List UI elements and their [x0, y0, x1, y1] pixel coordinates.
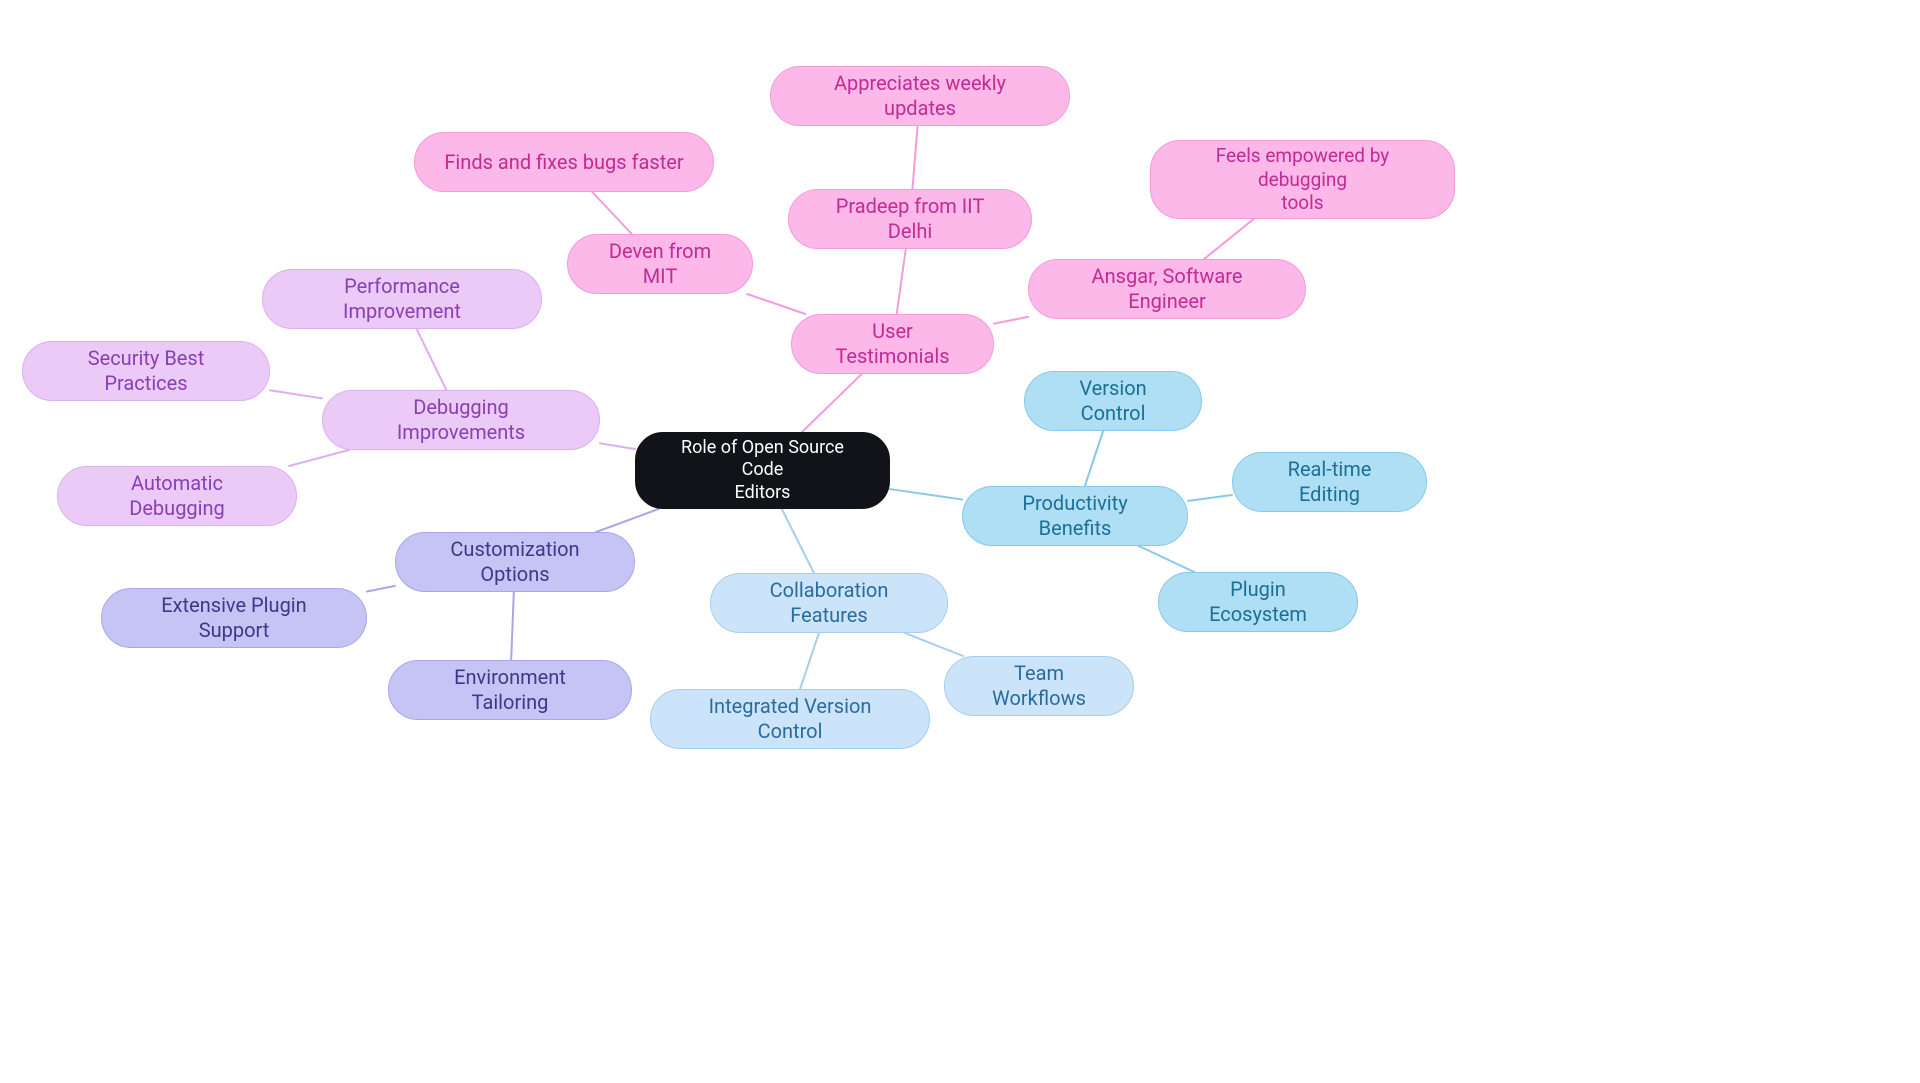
edges-layer	[0, 0, 1920, 1083]
node-label: Plugin Ecosystem	[1187, 577, 1329, 627]
node-coll_ivc: Integrated Version Control	[650, 689, 930, 749]
node-cus_et: Environment Tailoring	[388, 660, 632, 720]
edge	[782, 509, 814, 573]
edge	[270, 390, 322, 398]
node-label: Feels empowered by debugging tools	[1179, 144, 1426, 215]
node-label: Finds and fixes bugs faster	[444, 150, 683, 175]
node-prod_pe: Plugin Ecosystem	[1158, 572, 1358, 632]
edge	[802, 374, 862, 432]
node-label: Security Best Practices	[51, 346, 241, 396]
node-t_ans: Ansgar, Software Engineer	[1028, 259, 1306, 319]
node-custom: Customization Options	[395, 532, 635, 592]
edge	[1188, 495, 1232, 501]
mindmap-canvas: Role of Open Source Code Editors Producti…	[0, 0, 1920, 1083]
node-label: Deven from MIT	[596, 239, 724, 289]
node-label: Extensive Plugin Support	[130, 593, 338, 643]
node-t_pra: Pradeep from IIT Delhi	[788, 189, 1032, 249]
node-label: Team Workflows	[973, 661, 1105, 711]
node-collab: Collaboration Features	[710, 573, 948, 633]
node-label: Integrated Version Control	[679, 694, 901, 744]
node-cus_eps: Extensive Plugin Support	[101, 588, 367, 648]
node-deb_auto: Automatic Debugging	[57, 466, 297, 526]
edge	[600, 443, 635, 449]
node-label: Environment Tailoring	[417, 665, 603, 715]
node-label: Ansgar, Software Engineer	[1057, 264, 1277, 314]
node-test: User Testimonials	[791, 314, 994, 374]
node-label: Collaboration Features	[739, 578, 919, 628]
edge	[897, 249, 906, 314]
edge	[800, 633, 819, 689]
edge	[1085, 431, 1103, 486]
edge	[511, 592, 514, 660]
node-label: Customization Options	[424, 537, 606, 587]
node-prod: Productivity Benefits	[962, 486, 1188, 546]
node-prod_vc: Version Control	[1024, 371, 1202, 431]
edge	[289, 450, 349, 466]
node-label: Pradeep from IIT Delhi	[817, 194, 1003, 244]
node-label: Version Control	[1053, 376, 1173, 426]
node-t_pra2: Appreciates weekly updates	[770, 66, 1070, 126]
node-label: Role of Open Source Code Editors	[664, 437, 861, 505]
edge	[1204, 219, 1253, 259]
node-t_dev: Deven from MIT	[567, 234, 753, 294]
node-coll_tw: Team Workflows	[944, 656, 1134, 716]
edge	[592, 192, 632, 234]
node-t_dev2: Finds and fixes bugs faster	[414, 132, 714, 192]
edge	[890, 489, 962, 499]
edge	[747, 294, 805, 314]
node-label: Automatic Debugging	[86, 471, 268, 521]
node-root: Role of Open Source Code Editors	[635, 432, 890, 509]
node-deb_perf: Performance Improvement	[262, 269, 542, 329]
node-t_ans2: Feels empowered by debugging tools	[1150, 140, 1455, 219]
node-label: Performance Improvement	[291, 274, 513, 324]
edge	[596, 509, 658, 532]
edge	[912, 126, 917, 189]
node-label: Real-time Editing	[1261, 457, 1398, 507]
edge	[905, 633, 963, 656]
node-label: Appreciates weekly updates	[799, 71, 1041, 121]
edge	[994, 317, 1028, 324]
node-label: User Testimonials	[820, 319, 965, 369]
edge	[417, 329, 447, 390]
node-prod_rt: Real-time Editing	[1232, 452, 1427, 512]
node-label: Debugging Improvements	[351, 395, 571, 445]
node-deb_sec: Security Best Practices	[22, 341, 270, 401]
node-debug: Debugging Improvements	[322, 390, 600, 450]
node-label: Productivity Benefits	[991, 491, 1159, 541]
edge	[1139, 546, 1194, 572]
edge	[367, 586, 395, 592]
